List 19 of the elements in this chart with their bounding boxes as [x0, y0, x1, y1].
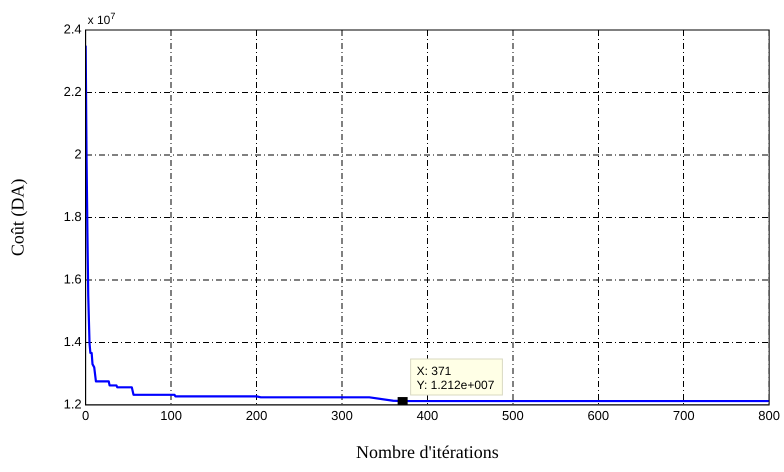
x-tick-label: 400	[416, 408, 438, 424]
x-tick-label: 700	[672, 408, 695, 424]
y-axis-title: Coût (DA)	[8, 178, 28, 256]
y-tick-label: 2.4	[64, 22, 82, 37]
x-tick-label: 200	[246, 408, 268, 424]
x-tick-label: 500	[502, 408, 524, 424]
x-tick-label: 300	[331, 408, 353, 424]
y-tick-label: 1.4	[64, 334, 82, 349]
x-tick-label: 800	[758, 408, 780, 424]
annotation: X: 371 Y: 1.212e+007	[416, 364, 495, 392]
x-tick-label: 600	[587, 408, 610, 424]
y-tick-label: 2.2	[64, 84, 82, 100]
x-tick-label: 0	[82, 408, 90, 424]
y-tick-label: 1.2	[64, 396, 82, 412]
x-tick-label: 100	[160, 408, 182, 424]
y-tick-label: 1.6	[64, 271, 82, 286]
y-tick-label: 2	[74, 146, 82, 162]
y-tick-label: 1.8	[64, 208, 82, 224]
x-axis-title: Nombre d'itérations	[356, 442, 499, 462]
